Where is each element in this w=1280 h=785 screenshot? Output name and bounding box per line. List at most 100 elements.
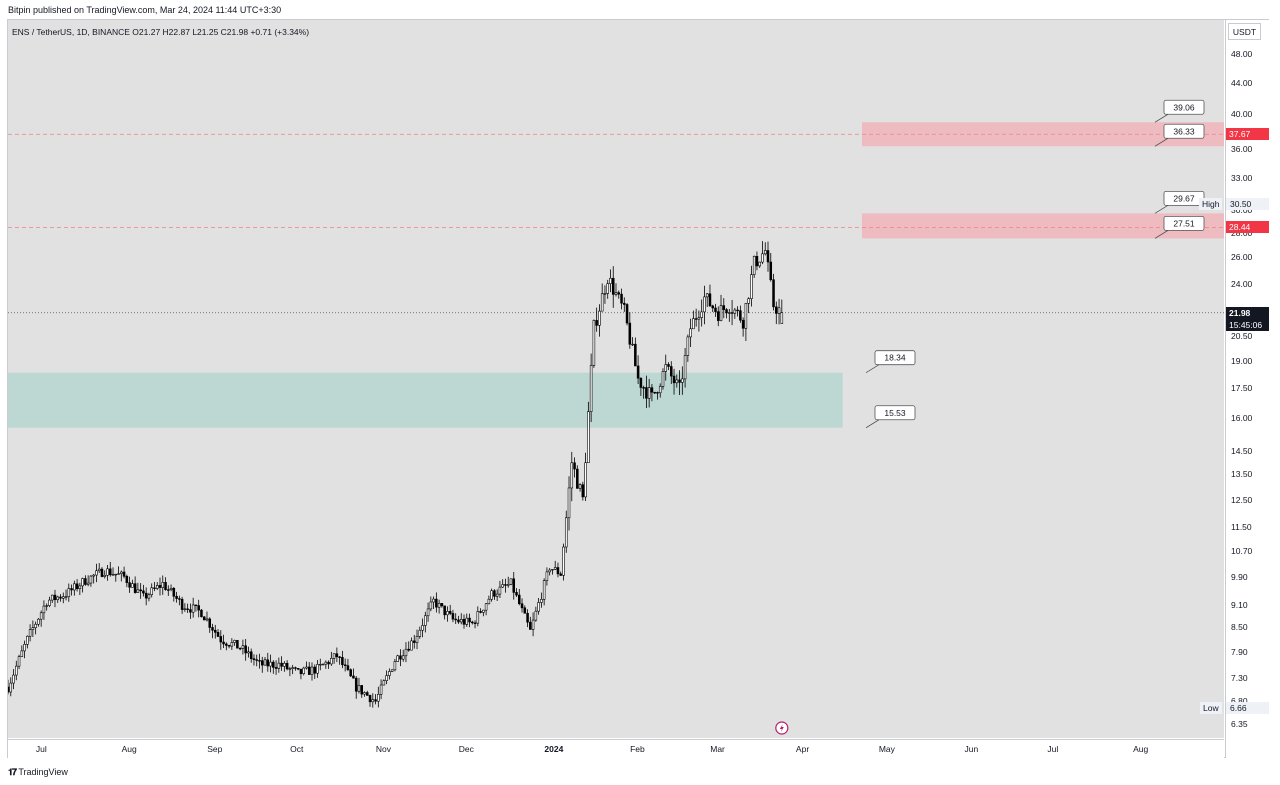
currency-unit-button[interactable]: USDT <box>1228 23 1261 40</box>
candle-body <box>471 621 474 624</box>
candle-body <box>562 546 565 576</box>
candle-body <box>678 379 681 383</box>
candle-body <box>97 568 101 572</box>
candle-body <box>382 680 386 686</box>
candle-body <box>225 643 228 646</box>
candle-body <box>200 609 203 618</box>
y-tick-label: 6.35 <box>1231 719 1248 729</box>
candle-body <box>694 318 698 320</box>
symbol-legend: ENS / TetherUS, 1D, BINANCE O21.27 H22.8… <box>12 27 310 37</box>
candle-body <box>244 645 247 654</box>
candle-body <box>722 305 726 310</box>
candle-body <box>374 699 377 702</box>
candle-body <box>241 645 245 649</box>
candle-body <box>131 583 134 588</box>
candle-body <box>656 392 659 394</box>
candle-body <box>180 598 184 610</box>
candle-body <box>482 609 485 613</box>
candle-body <box>294 667 297 669</box>
candle-body <box>272 661 275 668</box>
candle-body <box>341 657 344 666</box>
candle-body <box>681 378 684 383</box>
candle-body <box>258 660 261 662</box>
y-tick-label: 6.80 <box>1231 696 1248 706</box>
current-price-label: 21.98 15:45:06 <box>1226 306 1269 331</box>
candle-body <box>150 587 153 595</box>
candle-body <box>73 583 76 591</box>
candle-body <box>545 571 549 581</box>
candle-body <box>388 671 391 676</box>
candle-body <box>529 621 532 630</box>
candle-body <box>714 307 717 312</box>
candle-body <box>17 656 21 667</box>
candle-body <box>23 644 26 652</box>
candle-body <box>564 517 568 548</box>
y-tick-label: 48.00 <box>1231 49 1253 59</box>
tradingview-logo-icon: 𝟏𝟕 <box>8 767 17 777</box>
candle-body <box>288 668 292 670</box>
candle-body <box>89 575 93 584</box>
candle-body <box>761 253 764 263</box>
candle-body <box>393 661 397 671</box>
candle-body <box>769 261 773 281</box>
candle-body <box>368 695 372 703</box>
callout-box <box>1163 123 1205 139</box>
y-tick-label: 40.00 <box>1231 109 1253 120</box>
callout-box <box>1163 215 1205 231</box>
candle-body <box>708 293 712 307</box>
candle-body <box>390 669 394 672</box>
candle-body <box>8 686 10 693</box>
candle-body <box>415 636 419 643</box>
candle-body <box>319 663 322 666</box>
candle-body <box>313 666 317 674</box>
candle-body <box>454 618 457 621</box>
candle-body <box>216 632 220 637</box>
candle-body <box>675 379 679 384</box>
candle-body <box>100 568 104 577</box>
time-axis[interactable] <box>8 739 1224 759</box>
candle-body <box>733 309 737 314</box>
candle-body <box>335 653 339 658</box>
y-tick-label: 19.00 <box>1231 355 1253 366</box>
candle-body <box>28 629 32 637</box>
y-tick-label: 44.00 <box>1231 77 1253 88</box>
candle-body <box>327 661 330 665</box>
candle-body <box>531 619 535 630</box>
candle-body <box>495 593 499 597</box>
candle-body <box>493 590 496 597</box>
candle-body <box>542 580 546 600</box>
candle-body <box>247 651 250 654</box>
candle-body <box>45 605 48 607</box>
candle-body <box>330 658 333 665</box>
candle-body <box>526 612 529 623</box>
candle-body <box>537 602 540 612</box>
candle-body <box>647 387 651 399</box>
candle-body <box>548 569 551 573</box>
y-tick-label: 17.50 <box>1231 383 1253 394</box>
candle-body <box>777 307 781 314</box>
candle-body <box>178 598 181 600</box>
y-tick-label: 11.50 <box>1231 522 1252 533</box>
candle-body <box>252 658 256 660</box>
candle-body <box>56 596 60 600</box>
candle-body <box>202 616 206 621</box>
y-tick-label: 10.70 <box>1231 546 1253 557</box>
candle-body <box>164 582 167 590</box>
candle-body <box>371 699 375 703</box>
candle-body <box>689 328 692 338</box>
x-tick-label: Jul <box>1047 744 1059 754</box>
candle-body <box>139 589 142 592</box>
x-tick-label: Nov <box>375 744 391 754</box>
candle-body <box>399 655 402 660</box>
candle-body <box>412 640 416 643</box>
candle-body <box>559 573 562 576</box>
candle-body <box>623 302 626 305</box>
candle-body <box>158 585 162 588</box>
callout-leader <box>1154 230 1169 239</box>
price-axis[interactable] <box>1225 20 1270 758</box>
y-tick-label: 7.90 <box>1231 646 1248 657</box>
candle-body <box>280 662 283 667</box>
candle-body <box>42 605 46 614</box>
candle-body <box>410 640 413 651</box>
